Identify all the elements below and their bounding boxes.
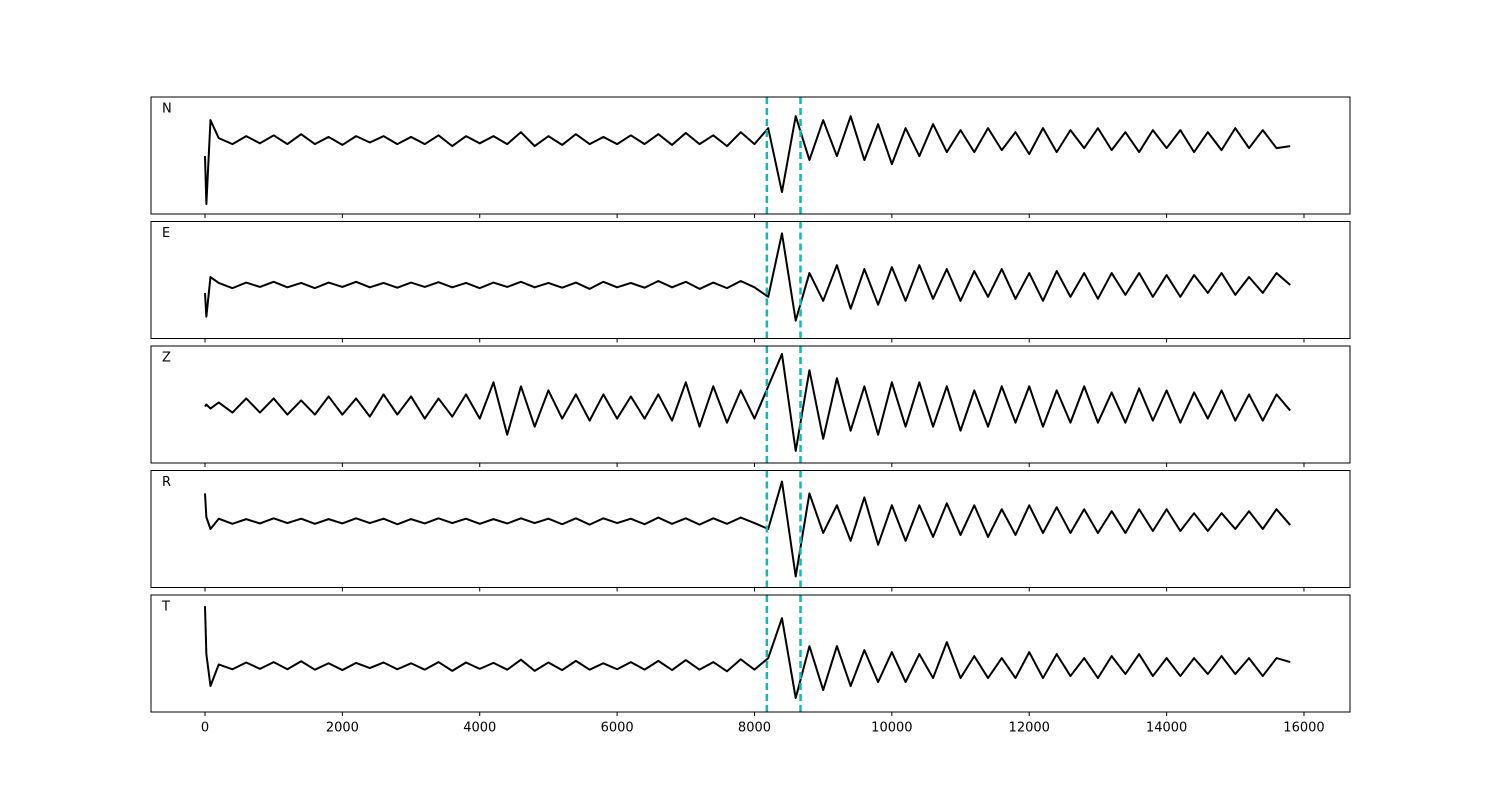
panel-frame xyxy=(150,594,1351,713)
x-tick-label: 16000 xyxy=(1283,721,1324,736)
x-tick-label: 6000 xyxy=(601,721,634,736)
panel-label: N xyxy=(162,102,172,117)
panel-frame xyxy=(150,345,1351,464)
panel-frame xyxy=(150,221,1351,339)
waveform xyxy=(204,353,1292,452)
waveform xyxy=(203,115,1291,206)
x-tick-label: 14000 xyxy=(1146,721,1187,736)
waveform xyxy=(203,606,1291,700)
waveform xyxy=(203,232,1291,322)
panel-label: R xyxy=(162,475,171,490)
panel-label: T xyxy=(161,600,170,615)
waveform xyxy=(203,480,1291,578)
x-tick-label: 4000 xyxy=(463,721,496,736)
x-tick-label: 8000 xyxy=(738,721,771,736)
x-tick-label: 10000 xyxy=(871,721,912,736)
x-tick-label: 0 xyxy=(201,721,209,736)
panel-frame xyxy=(150,96,1351,215)
x-tick-label: 2000 xyxy=(326,721,359,736)
panel-frame xyxy=(150,470,1351,588)
panel-label: Z xyxy=(162,351,171,366)
x-tick-label: 12000 xyxy=(1009,721,1050,736)
panel-label: E xyxy=(162,226,170,241)
